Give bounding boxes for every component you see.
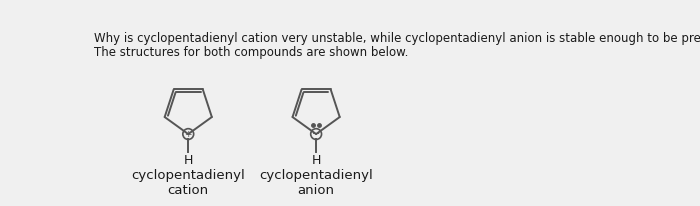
Text: +: + (185, 130, 192, 139)
Text: Why is cyclopentadienyl cation very unstable, while cyclopentadienyl anion is st: Why is cyclopentadienyl cation very unst… (94, 32, 700, 45)
Text: The structures for both compounds are shown below.: The structures for both compounds are sh… (94, 46, 408, 59)
Text: H: H (312, 154, 321, 167)
Text: cyclopentadienyl
cation: cyclopentadienyl cation (132, 169, 245, 197)
Text: −: − (312, 129, 320, 139)
Text: cyclopentadienyl
anion: cyclopentadienyl anion (259, 169, 373, 197)
Text: H: H (183, 154, 193, 167)
